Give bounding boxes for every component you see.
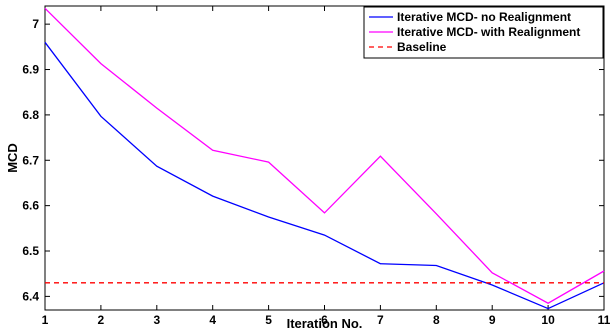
x-tick-label: 7 <box>377 313 384 327</box>
x-tick-label: 1 <box>42 313 49 327</box>
y-tick-label: 6.9 <box>22 63 39 77</box>
y-tick-label: 6.5 <box>22 244 39 258</box>
x-tick-label: 2 <box>98 313 105 327</box>
x-axis-label: Iteration No. <box>287 316 363 331</box>
y-tick-label: 6.8 <box>22 108 39 122</box>
axis-ticks <box>44 6 605 310</box>
y-tick-label: 6.6 <box>22 199 39 213</box>
series-lines <box>44 7 605 310</box>
x-tick-label: 11 <box>598 313 611 327</box>
x-tick-label: 9 <box>489 313 496 327</box>
x-tick-label: 10 <box>541 313 555 327</box>
x-tick-label: 6 <box>321 313 328 327</box>
y-tick-label: 6.4 <box>22 289 39 303</box>
series-line-2 <box>44 7 605 304</box>
x-tick-label: 5 <box>265 313 272 327</box>
legend-label: Iterative MCD- with Realignment <box>397 25 580 39</box>
legend-label: Iterative MCD- no Realignment <box>397 10 571 24</box>
x-tick-label: 8 <box>433 313 440 327</box>
legend-box <box>363 6 604 59</box>
plot-area <box>44 5 605 311</box>
y-tick-label: 7 <box>32 17 39 31</box>
series-line-1 <box>44 41 605 310</box>
y-axis-label: MCD <box>5 143 20 173</box>
tick-labels: 1 2 3 4 5 6 7 8 9 10 11 6.4 6.5 6.6 6.7 6.8 6.9 7 <box>22 17 610 327</box>
legend-label: Baseline <box>397 40 447 54</box>
x-tick-label: 4 <box>209 313 216 327</box>
y-tick-label: 6.7 <box>22 153 39 167</box>
x-tick-label: 3 <box>153 313 160 327</box>
